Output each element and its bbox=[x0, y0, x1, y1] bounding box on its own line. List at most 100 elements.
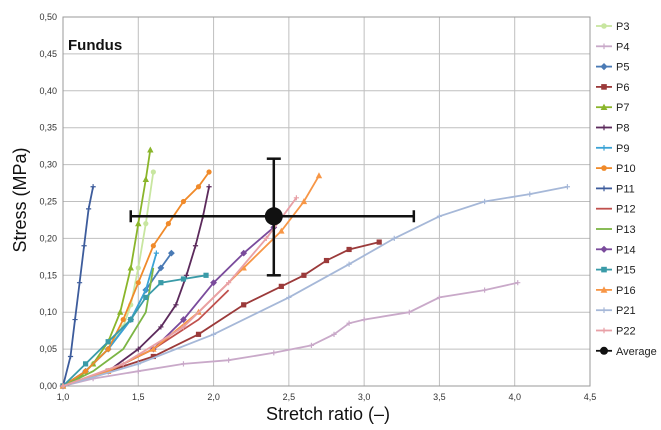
x-axis-title: Stretch ratio (–) bbox=[266, 404, 390, 424]
legend-label: P11 bbox=[616, 183, 635, 195]
legend-swatch-marker bbox=[600, 103, 608, 110]
legend-swatch-marker bbox=[600, 346, 608, 355]
data-point-p8 bbox=[135, 346, 141, 352]
data-point-p16 bbox=[278, 227, 285, 234]
data-point-p3 bbox=[143, 221, 149, 227]
data-point-p21 bbox=[436, 213, 443, 219]
series-line-p22 bbox=[62, 197, 298, 387]
legend-item-p8: P8 bbox=[596, 123, 629, 135]
data-point-p22 bbox=[180, 324, 187, 330]
data-point-p10 bbox=[135, 280, 141, 286]
data-point-p7 bbox=[142, 175, 150, 182]
legend-label: P12 bbox=[616, 204, 636, 216]
data-point-p5 bbox=[168, 249, 175, 257]
y-tick-label: 0,40 bbox=[39, 86, 57, 96]
legend-label: P13 bbox=[616, 224, 636, 236]
data-point-p4 bbox=[482, 287, 488, 293]
legend-label: P4 bbox=[616, 41, 629, 53]
legend-label: P22 bbox=[616, 326, 636, 338]
data-point-p21 bbox=[135, 361, 141, 367]
data-point-p21 bbox=[210, 331, 217, 337]
data-point-p4 bbox=[436, 294, 443, 301]
data-point-p22 bbox=[263, 235, 269, 241]
data-point-p7 bbox=[117, 308, 124, 315]
data-point-p15 bbox=[180, 276, 187, 282]
legend-swatch-marker bbox=[601, 124, 607, 131]
legend-label: P15 bbox=[616, 265, 636, 277]
y-tick-label: 0,00 bbox=[39, 381, 57, 391]
series-p11 bbox=[60, 184, 96, 389]
legend-item-p9: P9 bbox=[596, 143, 629, 155]
axes bbox=[62, 16, 591, 387]
data-point-p16 bbox=[315, 172, 323, 179]
series-p6 bbox=[60, 239, 382, 389]
data-point-p4 bbox=[406, 309, 412, 315]
legend-swatch-marker bbox=[601, 307, 607, 313]
series-line-p16 bbox=[62, 175, 320, 387]
data-point-p14 bbox=[180, 316, 187, 323]
legend-swatch-marker bbox=[600, 245, 608, 253]
data-point-p4 bbox=[361, 316, 367, 323]
data-point-p9 bbox=[143, 287, 149, 293]
legend-item-p21: P21 bbox=[596, 305, 636, 317]
legend-swatch-marker bbox=[600, 63, 608, 71]
y-tick-label: 0,50 bbox=[39, 12, 57, 22]
data-point-p22 bbox=[120, 361, 126, 367]
data-point-p3 bbox=[150, 169, 156, 175]
data-point-p16 bbox=[300, 198, 308, 205]
series-line-p4 bbox=[62, 281, 518, 387]
legend-label: P16 bbox=[616, 285, 636, 297]
data-point-p15 bbox=[82, 361, 89, 367]
legend-swatch-marker bbox=[601, 43, 607, 50]
legend-swatch-marker bbox=[601, 145, 607, 151]
average-point bbox=[129, 157, 416, 277]
legend-swatch-marker bbox=[601, 23, 607, 29]
y-tick-label: 0,05 bbox=[39, 344, 57, 354]
data-point-p21 bbox=[346, 261, 352, 267]
series-line-p10 bbox=[62, 171, 210, 387]
legend-label: P3 bbox=[616, 21, 629, 33]
data-point-p11 bbox=[76, 280, 83, 286]
legend-item-p11: P11 bbox=[596, 183, 635, 195]
data-point-p11 bbox=[81, 243, 87, 249]
data-point-p21 bbox=[391, 235, 397, 241]
data-point-p4 bbox=[271, 350, 277, 356]
legend-item-p6: P6 bbox=[596, 82, 629, 94]
average-marker bbox=[264, 207, 283, 226]
legend-label: P8 bbox=[616, 123, 629, 135]
series-line-p15 bbox=[62, 274, 207, 387]
legend-label: P5 bbox=[616, 62, 629, 74]
x-tick-label: 1,5 bbox=[132, 392, 145, 402]
data-point-p7 bbox=[135, 220, 142, 227]
data-point-p10 bbox=[82, 368, 89, 374]
plot-series bbox=[59, 146, 571, 390]
y-tick-label: 0,45 bbox=[39, 49, 57, 59]
plot-frame bbox=[62, 16, 591, 387]
legend-item-p7: P7 bbox=[596, 102, 629, 114]
x-tick-label: 3,0 bbox=[358, 392, 371, 402]
legend-label: P6 bbox=[616, 82, 629, 94]
data-point-p9 bbox=[153, 250, 159, 256]
data-point-p16 bbox=[240, 264, 247, 271]
data-point-p14 bbox=[210, 279, 217, 287]
legend-swatch-marker bbox=[601, 327, 607, 334]
data-point-p15 bbox=[158, 280, 164, 286]
data-point-p10 bbox=[195, 184, 202, 190]
data-point-p15 bbox=[128, 316, 134, 323]
y-tick-label: 0,25 bbox=[39, 197, 57, 207]
x-tick-label: 1,0 bbox=[57, 392, 70, 402]
data-point-p8 bbox=[206, 184, 212, 190]
data-point-p15 bbox=[105, 339, 111, 345]
legend-label: P14 bbox=[616, 244, 636, 256]
legend: P3 P4 P5 P6 P7 P8 P9 P10 P11 P12 P13 P14 P15 P16 P21 P2… bbox=[596, 21, 657, 358]
data-point-p21 bbox=[527, 191, 533, 197]
data-point-p6 bbox=[278, 283, 284, 289]
legend-item-p16: P16 bbox=[596, 285, 636, 297]
data-point-p11 bbox=[67, 353, 74, 360]
data-point-p21 bbox=[286, 294, 292, 301]
legend-label: P7 bbox=[616, 102, 629, 114]
x-tick-label: 4,0 bbox=[508, 392, 521, 402]
data-point-p4 bbox=[346, 320, 352, 326]
data-point-p4 bbox=[515, 280, 521, 286]
